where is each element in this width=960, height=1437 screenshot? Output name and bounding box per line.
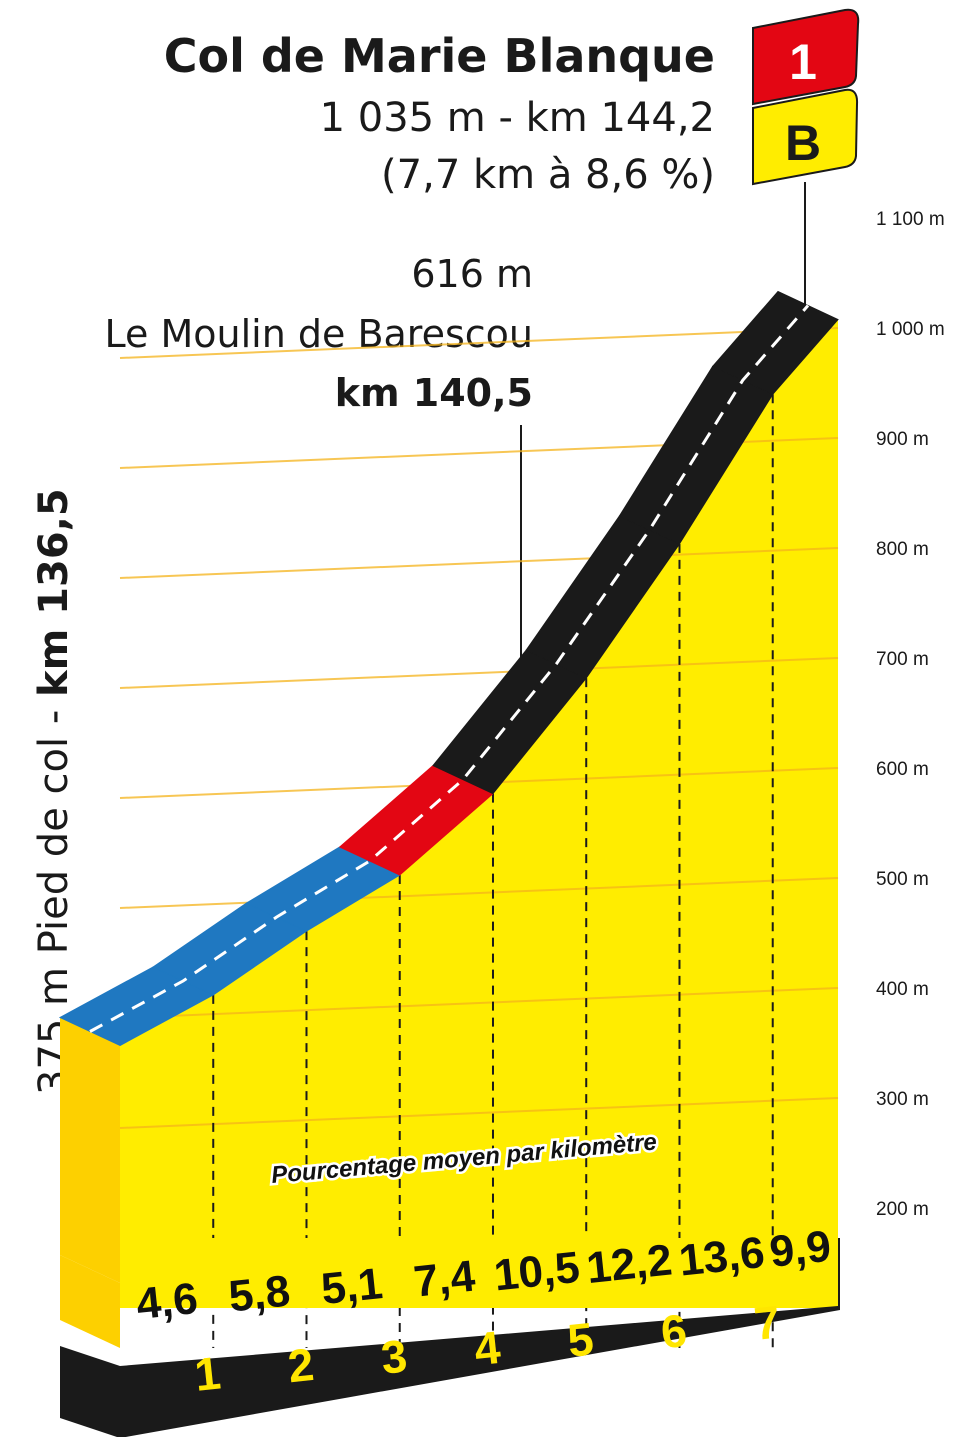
gridline xyxy=(119,877,839,909)
climb-title: Col de Marie Blanque xyxy=(164,29,715,83)
grade-label: 9,9 xyxy=(767,1222,833,1277)
stage-category-badge xyxy=(752,8,860,106)
grade-labels: 4,6 5,8 5,1 7,4 10,5 12,2 13,6 9,9 xyxy=(134,1222,833,1329)
stage-category-label: 1 xyxy=(789,34,817,90)
gridline xyxy=(119,1097,839,1129)
grade-band-side xyxy=(60,1255,120,1348)
grade-label: 10,5 xyxy=(492,1243,582,1301)
grade-label: 7,4 xyxy=(411,1251,477,1306)
altitude-tick-label: 200 m xyxy=(876,1199,929,1220)
category-flag: 1 B xyxy=(752,8,860,305)
km-marker-label: 6 xyxy=(658,1304,689,1358)
altitude-tick-label: 1 000 m xyxy=(876,319,945,340)
grade-label: 5,1 xyxy=(319,1259,385,1314)
waypoint-name: Le Moulin de Barescou xyxy=(105,312,533,356)
altitude-tick-label: 800 m xyxy=(876,539,929,560)
altitude-tick-label: 500 m xyxy=(876,869,929,890)
foot-of-climb-label: 375 m Pied de col - km 136,5 xyxy=(31,488,77,1095)
km-marker-label: 3 xyxy=(379,1329,410,1383)
waypoint-altitude: 616 m xyxy=(411,252,533,296)
terrain-face xyxy=(120,319,838,1283)
altitude-tick-label: 600 m xyxy=(876,759,929,780)
bonus-badge xyxy=(752,88,859,186)
foot-km: km 136,5 xyxy=(31,488,77,697)
grade-label: 12,2 xyxy=(584,1235,674,1293)
km-marker-label: 2 xyxy=(285,1338,316,1392)
altitude-axis: 1 100 m 1 000 m 900 m 800 m 700 m 600 m 500 m 4… xyxy=(876,209,945,1220)
waypoint-km: km 140,5 xyxy=(335,371,533,415)
gridline xyxy=(119,327,839,359)
km-band xyxy=(60,1238,840,1437)
grade-band xyxy=(120,1238,838,1308)
bonus-label: B xyxy=(785,115,821,171)
km-marker-label: 7 xyxy=(752,1295,783,1349)
terrain-area xyxy=(60,319,838,1283)
km-marker-label: 1 xyxy=(192,1346,223,1400)
altitude-tick-label: 400 m xyxy=(876,979,929,1000)
km-marker-labels: 1 2 3 4 5 6 7 xyxy=(192,1295,782,1400)
gridline xyxy=(119,547,839,579)
profile-base xyxy=(60,1238,840,1437)
length-grade-info: (7,7 km à 8,6 %) xyxy=(381,152,715,198)
gridline xyxy=(119,657,839,689)
altitude-tick-label: 1 100 m xyxy=(876,209,945,230)
grade-label: 5,8 xyxy=(226,1266,292,1321)
km-marker-label: 5 xyxy=(565,1312,596,1366)
summit-info: 1 035 m - km 144,2 xyxy=(320,95,715,141)
grade-label: 4,6 xyxy=(134,1274,200,1329)
gridline xyxy=(119,987,839,1019)
grade-label: 13,6 xyxy=(677,1228,767,1286)
road-ribbon xyxy=(58,290,839,1047)
altitude-tick-label: 700 m xyxy=(876,649,929,670)
terrain-side xyxy=(60,1017,120,1283)
km-marker-label: 4 xyxy=(472,1321,503,1375)
altitude-tick-label: 900 m xyxy=(876,429,929,450)
altitude-tick-label: 300 m xyxy=(876,1089,929,1110)
